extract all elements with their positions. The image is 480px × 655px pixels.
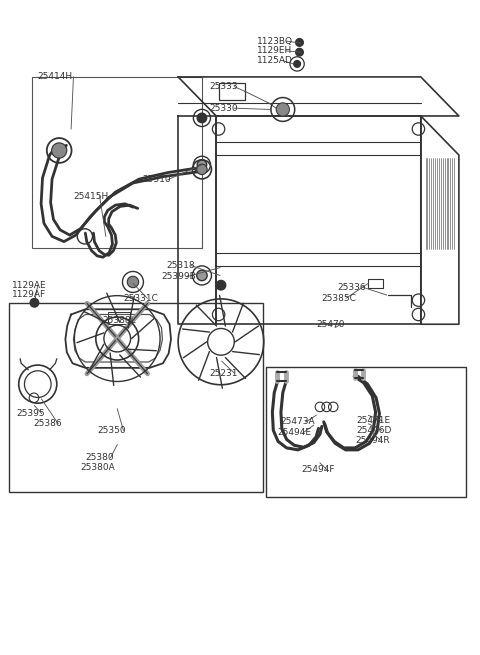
Text: 25350: 25350 [97,426,126,435]
Circle shape [51,143,67,158]
Text: 25471E: 25471E [357,416,391,425]
Text: 25476D: 25476D [357,426,392,435]
Text: 25385C: 25385C [321,293,356,303]
Text: 25380: 25380 [85,453,114,462]
Text: 1129AF: 1129AF [12,290,46,299]
Bar [32,77,202,248]
Text: 25494F: 25494F [302,465,336,474]
Text: 25333: 25333 [209,82,238,91]
Circle shape [197,270,207,281]
Circle shape [197,164,207,175]
Text: 1129EH: 1129EH [257,47,292,56]
Text: 1125AD: 1125AD [257,56,292,65]
Text: 25310: 25310 [143,176,171,184]
Text: 25380A: 25380A [81,463,115,472]
Text: 1129AE: 1129AE [12,281,46,290]
Text: 25399B: 25399B [161,272,196,281]
Text: 25395: 25395 [16,409,45,418]
Text: 25473A: 25473A [280,417,315,426]
Text: 25336: 25336 [337,283,366,291]
Text: 25386: 25386 [33,419,61,428]
Text: 1123BQ: 1123BQ [257,37,293,46]
Text: 25470: 25470 [316,320,345,329]
Text: 25331C: 25331C [123,293,158,303]
Text: 25494E: 25494E [277,428,311,438]
Text: 25388L: 25388L [102,316,136,326]
Text: 25494R: 25494R [355,436,390,445]
Bar [108,312,130,324]
Circle shape [296,48,303,56]
Circle shape [197,113,207,122]
Circle shape [276,103,289,116]
Bar [9,303,263,491]
Circle shape [296,39,303,47]
Text: 25318: 25318 [166,261,195,270]
Circle shape [294,60,300,67]
Bar [218,83,245,100]
Circle shape [216,280,226,290]
Circle shape [30,299,39,307]
Text: 25414H: 25414H [38,73,73,81]
Circle shape [197,160,207,170]
Bar [266,367,466,496]
Text: 25415H: 25415H [73,191,108,200]
Text: 25330: 25330 [209,103,238,113]
Text: 25231: 25231 [209,369,238,377]
Circle shape [127,276,139,288]
